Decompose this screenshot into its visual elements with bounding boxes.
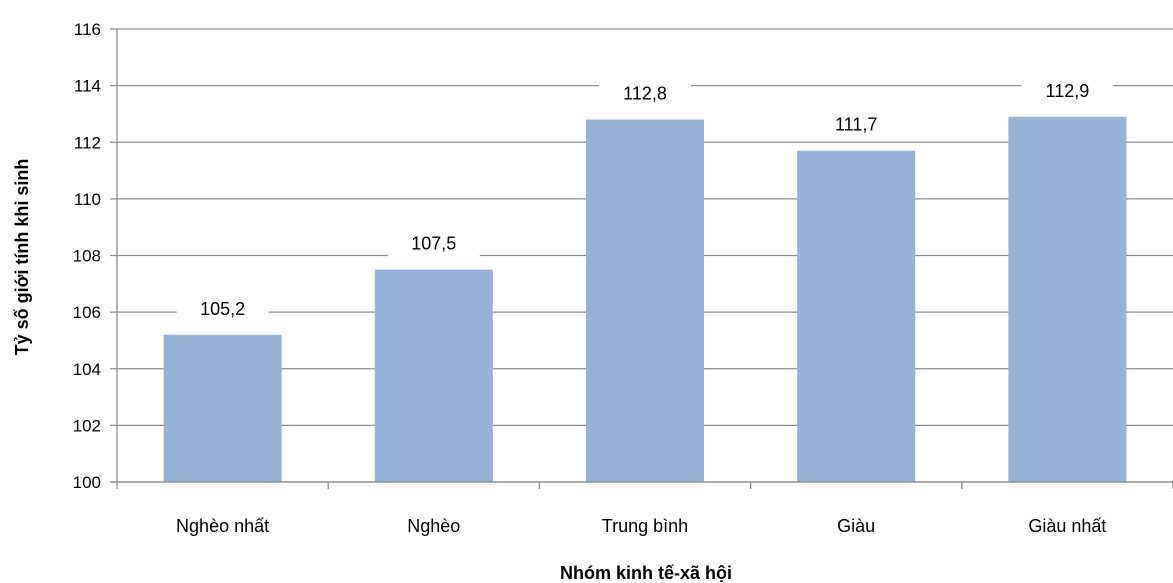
data-label: 112,9: [1046, 81, 1090, 101]
data-label: 105,2: [200, 299, 245, 319]
x-category-label: Nghèo: [407, 516, 460, 536]
axes: [110, 29, 1173, 489]
y-tick-label: 104: [73, 360, 101, 379]
y-tick-label: 102: [73, 416, 101, 435]
data-label-background: [176, 294, 269, 323]
y-tick-label: 114: [74, 77, 101, 96]
y-tick-label: 106: [73, 303, 101, 322]
x-category-label: Giàu: [837, 516, 875, 536]
labels: 100 102 104 106 108 110 112 114 116 105,2 Nghèo nh…: [73, 20, 1114, 536]
x-axis-title: Nhóm kinh tế-xã hội: [560, 563, 732, 583]
bar: [586, 119, 704, 482]
y-tick-label: 110: [74, 190, 101, 209]
data-label: 107,5: [411, 234, 456, 254]
data-label: 112,8: [623, 84, 667, 104]
x-category-label: Giàu nhất: [1028, 516, 1106, 536]
data-label-background: [387, 229, 480, 258]
y-axis-title: Tỷ số giới tính khi sinh: [12, 159, 32, 356]
y-tick-label: 112: [74, 133, 101, 152]
data-label-background: [810, 110, 903, 139]
x-category-label: Trung bình: [602, 516, 688, 536]
y-tick-label: 116: [74, 20, 101, 39]
bar: [163, 334, 282, 482]
bars: [163, 116, 1127, 483]
y-tick-label: 100: [73, 473, 101, 492]
bar: [797, 150, 916, 482]
x-category-label: Nghèo nhất: [176, 516, 269, 536]
data-label: 111,7: [835, 115, 877, 135]
data-label-background: [1021, 76, 1114, 105]
bar: [374, 269, 493, 482]
data-label-background: [599, 79, 691, 108]
y-tick-label: 108: [73, 247, 101, 266]
bar: [1008, 116, 1127, 483]
